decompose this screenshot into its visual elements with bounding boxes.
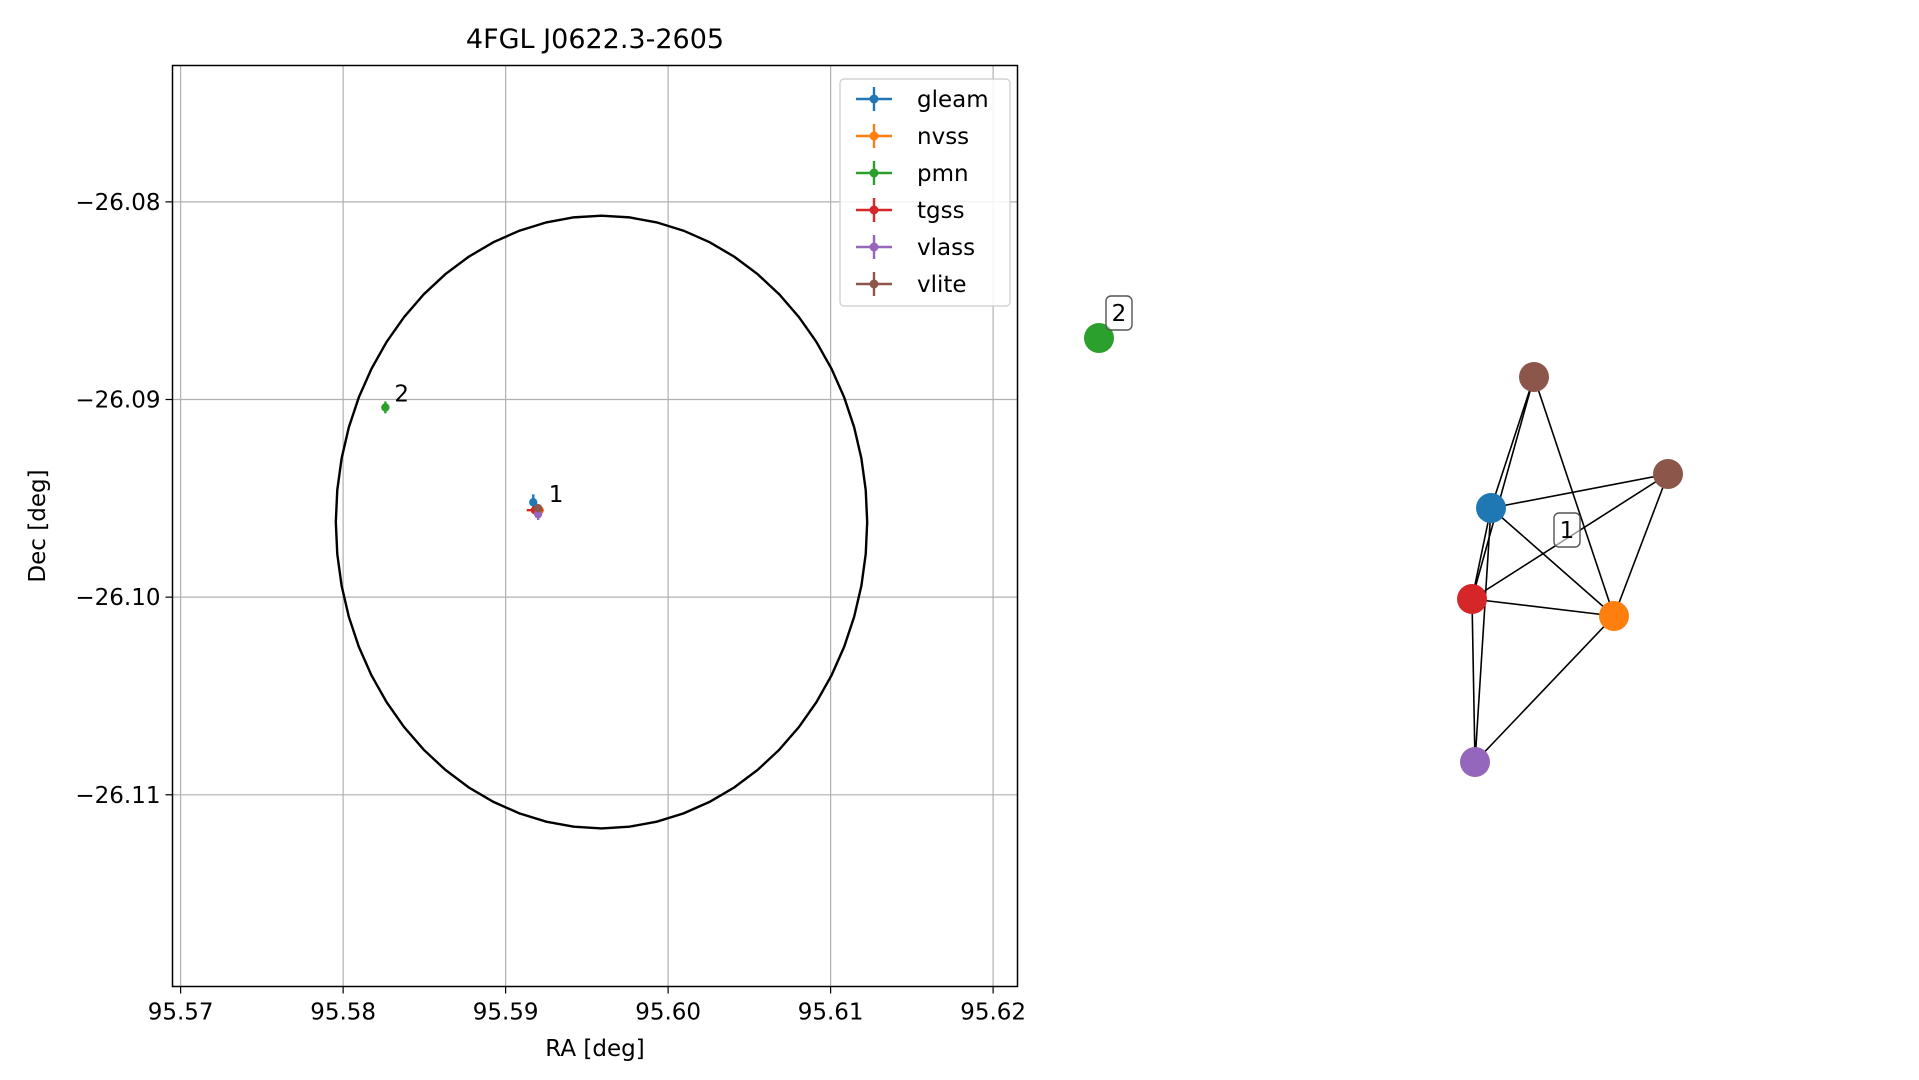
x-tick-label: 95.58 xyxy=(310,1000,376,1026)
x-tick-label: 95.61 xyxy=(798,1000,864,1026)
legend-label: gleam xyxy=(917,87,989,113)
graph-edge xyxy=(1471,598,1476,763)
graph-edge xyxy=(1471,507,1492,600)
graph-edge xyxy=(1474,615,1615,763)
legend-entry-pmn: pmn xyxy=(856,161,969,187)
marker xyxy=(381,403,390,412)
chart-title: 4FGL J0622.3-2605 xyxy=(466,24,724,55)
graph-label-text: 1 xyxy=(1560,518,1575,544)
legend-marker xyxy=(869,279,879,289)
legend-entry-tgss: tgss xyxy=(856,198,965,224)
legend-label: tgss xyxy=(917,198,965,224)
graph-edge xyxy=(1490,507,1615,617)
legend-label: vlite xyxy=(917,272,967,298)
graph-node-gleam xyxy=(1476,493,1506,523)
legend-marker xyxy=(869,205,879,215)
y-axis-ticks: −26.08 −26.09 −26.10 −26.11 xyxy=(75,190,173,809)
graph-node-pmn xyxy=(1084,323,1114,353)
graph-node-nvss xyxy=(1599,601,1629,631)
legend: gleam nvss pmn tgss vlass vlite xyxy=(839,78,1011,307)
graph-edges xyxy=(1471,376,1669,763)
y-axis-label: Dec [deg] xyxy=(25,469,51,582)
legend-marker xyxy=(869,131,879,141)
annotation-label: 2 xyxy=(394,381,409,407)
data-point-pmn xyxy=(381,401,390,414)
x-axis-label: RA [deg] xyxy=(545,1036,644,1062)
graph-label: 2 xyxy=(1105,295,1133,331)
graph-edge xyxy=(1613,473,1669,617)
x-axis-ticks: 95.57 95.58 95.59 95.60 95.61 95.62 xyxy=(148,986,1026,1026)
graph-edge xyxy=(1490,376,1535,509)
legend-marker xyxy=(869,242,879,252)
graph-node-vlite_b xyxy=(1653,459,1683,489)
legend-entry-gleam: gleam xyxy=(856,87,989,113)
y-tick-label: −26.11 xyxy=(75,783,160,809)
legend-label: vlass xyxy=(917,235,975,261)
graph-edge xyxy=(1533,376,1615,617)
legend-entry-nvss: nvss xyxy=(856,124,969,150)
source-annotations: 12 xyxy=(394,381,563,508)
legend-entry-vlass: vlass xyxy=(856,235,975,261)
source-markers xyxy=(381,401,544,521)
graph-label: 1 xyxy=(1553,512,1581,548)
graph-label-box xyxy=(1105,295,1133,331)
y-tick-label: −26.08 xyxy=(75,190,160,216)
legend-label: pmn xyxy=(917,161,969,187)
legend-label: nvss xyxy=(917,124,969,150)
legend-marker xyxy=(869,94,879,104)
graph-edge xyxy=(1471,598,1615,617)
sky-position-plot: 12 95.57 95.58 95.59 95.60 95.61 95.62 −26.08… xyxy=(25,24,1026,1062)
legend-entry-vlite: vlite xyxy=(856,272,967,298)
graph-edge xyxy=(1471,376,1535,600)
graph-edge xyxy=(1474,507,1492,763)
graph-node-vlass xyxy=(1460,747,1490,777)
graph-edge xyxy=(1490,473,1669,509)
graph-nodes xyxy=(1084,323,1683,777)
y-tick-label: −26.10 xyxy=(75,585,160,611)
x-tick-label: 95.59 xyxy=(473,1000,539,1026)
legend-items: gleam nvss pmn tgss vlass vlite xyxy=(856,87,989,298)
graph-node-tgss xyxy=(1457,584,1487,614)
graph-labels: 21 xyxy=(1105,295,1581,548)
crossmatch-network-graph: 21 xyxy=(1084,295,1683,777)
x-tick-label: 95.62 xyxy=(960,1000,1026,1026)
marker xyxy=(529,498,538,507)
graph-node-vlite_a xyxy=(1519,362,1549,392)
x-tick-label: 95.60 xyxy=(635,1000,701,1026)
y-tick-label: −26.09 xyxy=(75,388,160,414)
graph-label-text: 2 xyxy=(1112,301,1127,327)
graph-label-box xyxy=(1553,512,1581,548)
legend-marker xyxy=(869,168,879,178)
annotation-label: 1 xyxy=(549,482,564,508)
marker xyxy=(533,509,543,519)
x-tick-label: 95.57 xyxy=(148,1000,214,1026)
localization-ellipse xyxy=(334,214,869,830)
data-point-vlite xyxy=(533,504,543,513)
marker xyxy=(533,504,543,513)
plot-frame xyxy=(171,64,1019,988)
